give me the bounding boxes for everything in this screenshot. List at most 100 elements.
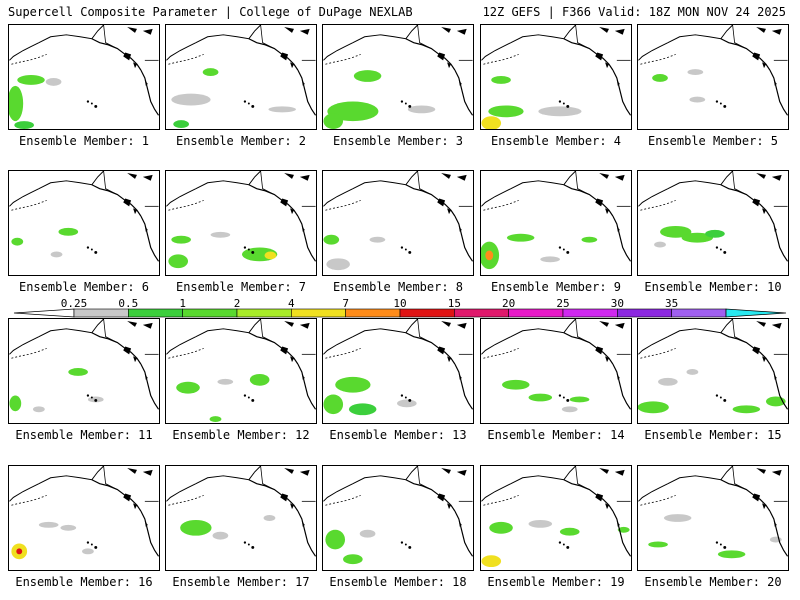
colorbar-segment-9 [508,308,564,318]
product-title: Supercell Composite Parameter | College … [8,5,413,19]
ensemble-member-label: Ensemble Member: 2 [175,134,307,148]
colorbar-segment-10 [562,308,618,318]
colorbar-tick-label: 1 [179,297,186,310]
scp-contour-5-3 [689,96,706,103]
ensemble-map-panel-19 [480,465,632,571]
scp-contour-14-4 [561,406,578,413]
scp-contour-3-3 [353,70,382,82]
scp-contour-9-4 [540,256,560,263]
ensemble-member-label: Ensemble Member: 14 [487,428,625,442]
scp-contour-6-1 [11,237,24,246]
scp-contour-1-2 [9,85,24,122]
ensemble-map-panel-18 [322,465,474,571]
scp-contour-1-3 [45,77,62,86]
basemap-coastlines [9,171,159,262]
scp-contour-10-4 [654,241,666,248]
colorbar-tick-label: 30 [610,297,624,310]
scp-contour-10-3 [705,229,725,238]
colorbar-tick-label: 25 [556,297,570,310]
basemap-coastlines [481,319,631,410]
ensemble-member-label: Ensemble Member: 17 [172,575,310,589]
ensemble-member-label: Ensemble Member: 5 [647,134,779,148]
scp-contour-18-1 [325,529,346,550]
scp-contour-15-2 [658,377,678,386]
basemap-coastlines [638,25,788,116]
ensemble-map-panel-12 [165,318,317,424]
ensemble-member-label: Ensemble Member: 18 [329,575,467,589]
basemap-coastlines [166,171,316,262]
scp-contour-4-3 [538,106,582,117]
scp-contour-8-2 [323,234,340,245]
scp-contour-8-3 [369,236,386,243]
scp-contour-13-3 [348,403,377,416]
ensemble-map-panel-11 [8,318,160,424]
colorbar-segment-7 [399,308,455,318]
scp-contour-18-3 [359,529,376,538]
scp-contour-10-1 [660,225,692,238]
scp-contour-12-4 [209,416,222,423]
ensemble-map-panel-10 [637,170,789,276]
ensemble-map-panel-3 [322,24,474,130]
scp-contour-7-4 [171,235,191,244]
scp-contour-6-2 [58,227,79,236]
scp-contour-16-4 [60,524,77,531]
scp-contour-17-2 [212,531,229,540]
basemap-coastlines [9,466,159,557]
basemap-coastlines [481,25,631,116]
colorbar-high-arrow [725,308,787,318]
scp-contour-11-4 [32,406,45,413]
scp-contour-9-5 [581,236,598,243]
basemap-coastlines [166,319,316,410]
ensemble-member-label: Ensemble Member: 19 [487,575,625,589]
scp-contour-12-2 [217,378,234,385]
scp-contour-7-3 [168,254,189,269]
scp-contour-9-3 [506,233,535,242]
ensemble-member-label: Ensemble Member: 13 [329,428,467,442]
scp-contour-8-1 [326,258,350,271]
colorbar-segment-2 [128,308,183,318]
basemap-coastlines [638,319,788,410]
colorbar-tick-label: 0.25 [60,297,88,310]
scp-contour-3-2 [323,113,344,129]
basemap-coastlines [481,466,631,557]
scp-contour-5-2 [687,69,704,76]
scp-contour-4-4 [491,76,511,84]
scp-contour-5-1 [652,74,668,82]
ensemble-member-label: Ensemble Member: 9 [490,280,622,294]
scp-contour-2-3 [268,106,296,113]
scp-contour-16-2 [16,548,23,555]
scp-contour-2-1 [171,93,211,106]
scp-contour-7-2 [264,251,277,260]
basemap-coastlines [638,171,788,262]
scp-contour-17-1 [180,519,212,536]
ensemble-map-panel-1 [8,24,160,130]
ensemble-member-label: Ensemble Member: 11 [15,428,153,442]
ensemble-map-panel-17 [165,465,317,571]
scp-contour-14-3 [569,396,590,403]
colorbar-low-arrow [13,308,75,318]
scp-contour-20-3 [648,541,668,548]
scp-contour-15-5 [765,396,786,407]
scp-contour-1-1 [17,75,45,85]
scp-contour-12-1 [176,381,200,394]
colorbar-segment-3 [182,308,238,318]
basemap-coastlines [323,171,473,262]
ensemble-map-panel-7 [165,170,317,276]
scp-contour-15-1 [638,401,669,414]
colorbar-segment-8 [454,308,509,318]
ensemble-member-label: Ensemble Member: 6 [18,280,150,294]
colorbar-segment-1 [73,308,129,318]
scp-contour-19-2 [481,555,502,568]
scp-contour-19-3 [528,519,553,528]
ensemble-member-label: Ensemble Member: 20 [644,575,782,589]
ensemble-member-label: Ensemble Member: 16 [15,575,153,589]
scp-contour-11-1 [68,368,88,376]
scp-contour-9-2 [485,250,494,261]
scp-contour-2-4 [173,120,189,129]
colorbar-segment-5 [291,308,346,318]
colorbar-segment-11 [617,308,672,318]
scp-contour-17-3 [263,515,276,521]
ensemble-map-panel-14 [480,318,632,424]
ensemble-member-label: Ensemble Member: 4 [490,134,622,148]
ensemble-member-label: Ensemble Member: 1 [18,134,150,148]
